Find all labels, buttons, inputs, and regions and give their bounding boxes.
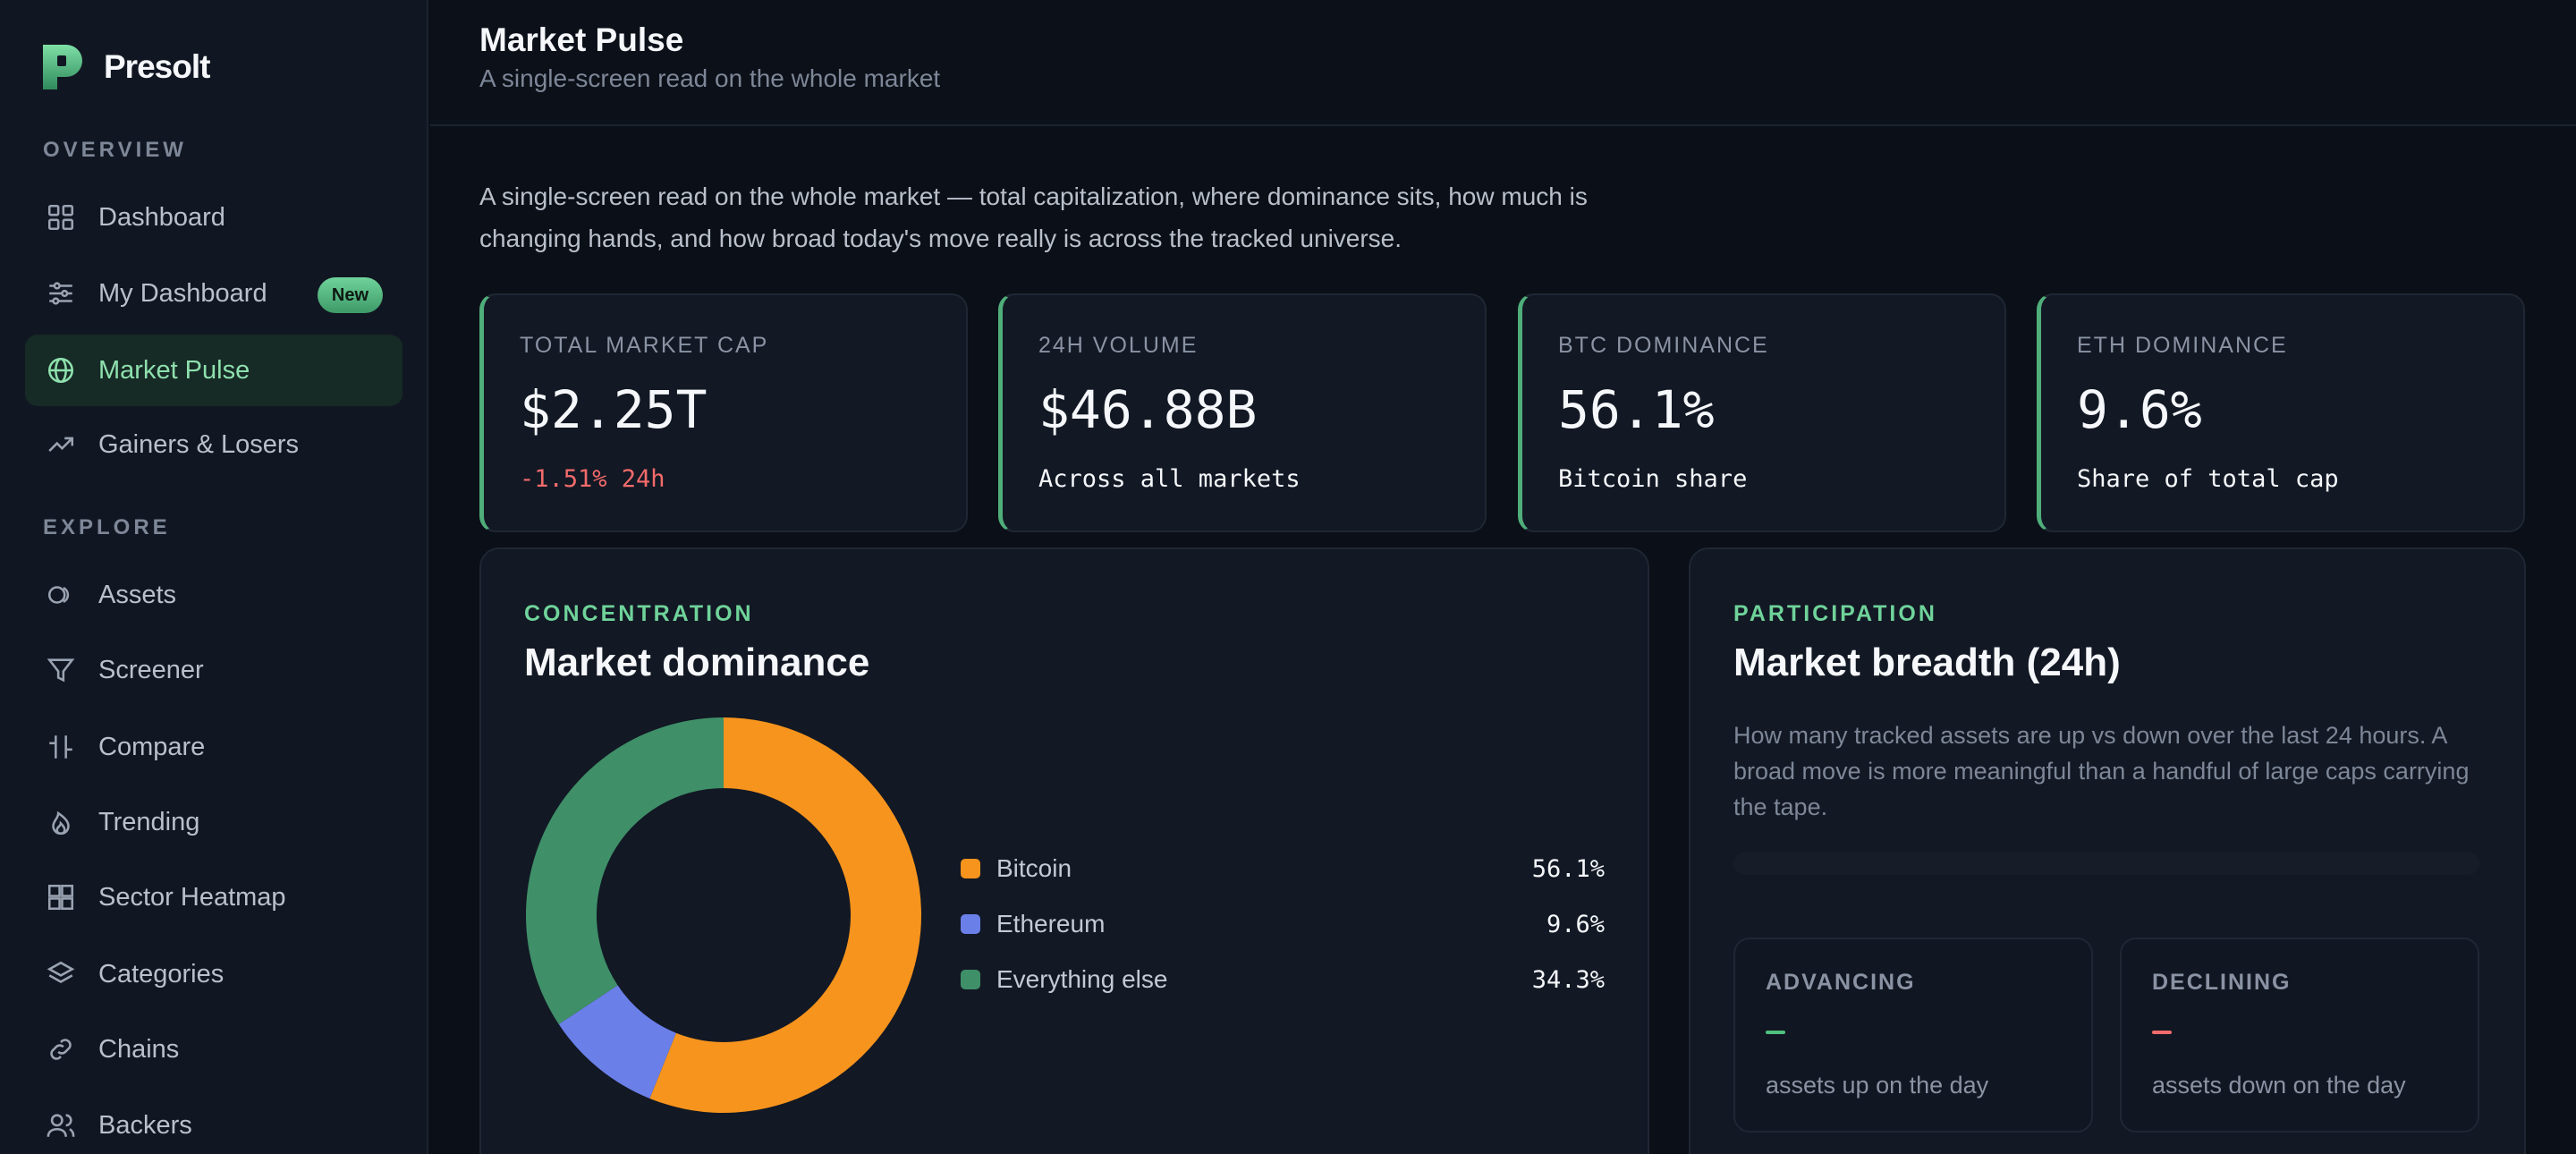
- declining-caption: assets down on the day: [2152, 1072, 2406, 1099]
- globe-icon: [45, 354, 77, 386]
- sidebar-item-categories[interactable]: Categories: [25, 938, 402, 1010]
- nav-section-explore: EXPLORE: [43, 515, 171, 539]
- dominance-title: Market dominance: [524, 641, 870, 684]
- sidebar-item-dashboard[interactable]: Dashboard: [25, 182, 402, 253]
- brand-name: Presolt: [104, 48, 210, 85]
- sidebar-item-label: Assets: [98, 580, 177, 609]
- sidebar-item-label: Market Pulse: [98, 355, 250, 385]
- users-icon: [45, 1109, 77, 1141]
- sidebar-item-label: Compare: [98, 732, 206, 761]
- sidebar-item-sector-heatmap[interactable]: Sector Heatmap: [25, 861, 402, 933]
- breadth-panel: PARTICIPATION Market breadth (24h) How m…: [1689, 547, 2526, 1154]
- kpi-label: ETH DOMINANCE: [2077, 333, 2288, 358]
- grid-icon: [45, 201, 77, 233]
- advancing-value: [1766, 1031, 1785, 1034]
- coins-icon: [45, 579, 77, 611]
- page-subtitle: A single-screen read on the whole market: [479, 64, 941, 92]
- dominance-panel: CONCENTRATION Market dominance Bitcoin 56…: [479, 547, 1649, 1154]
- page-header: Market Pulse A single-screen read on the…: [430, 0, 2576, 126]
- sidebar-item-label: Chains: [98, 1034, 180, 1064]
- legend-value: 34.3%: [1531, 965, 1605, 994]
- kpi-card-market-cap: TOTAL MARKET CAP $2.25T -1.51% 24h: [479, 293, 968, 532]
- compare-icon: [45, 731, 77, 763]
- brand[interactable]: Presolt: [39, 41, 210, 93]
- sidebar-item-label: My Dashboard: [98, 278, 267, 308]
- heatmap-icon: [45, 881, 77, 913]
- breadth-title: Market breadth (24h): [1733, 641, 2121, 684]
- sidebar-item-trending[interactable]: Trending: [25, 786, 402, 858]
- sidebar: Presolt OVERVIEW Dashboard My Dashboard …: [0, 0, 428, 1154]
- sidebar-item-compare[interactable]: Compare: [25, 711, 402, 783]
- donut-slice-everything-else[interactable]: [526, 717, 724, 1024]
- sidebar-item-label: Dashboard: [98, 202, 225, 232]
- advancing-label: ADVANCING: [1766, 970, 1916, 995]
- sliders-icon: [45, 277, 77, 310]
- dominance-legend: Bitcoin 56.1% Ethereum 9.6% Everything else 3…: [961, 841, 1605, 1007]
- sidebar-item-label: Sector Heatmap: [98, 882, 286, 912]
- sidebar-item-backers[interactable]: Backers: [25, 1090, 402, 1154]
- sidebar-item-gainers-losers[interactable]: Gainers & Losers: [25, 409, 402, 480]
- kpi-sub: Bitcoin share: [1558, 465, 1748, 493]
- kpi-value: 9.6%: [2077, 379, 2202, 440]
- brand-logo-icon: [43, 45, 82, 89]
- legend-swatch: [961, 970, 980, 989]
- layers-icon: [45, 958, 77, 990]
- sidebar-item-label: Categories: [98, 959, 225, 989]
- legend-item-bitcoin: Bitcoin 56.1%: [961, 841, 1605, 896]
- sidebar-item-screener[interactable]: Screener: [25, 634, 402, 706]
- kpi-value: 56.1%: [1558, 379, 1715, 440]
- trend-up-icon: [45, 429, 77, 461]
- intro-text: A single-screen read on the whole market…: [479, 182, 1588, 252]
- sidebar-item-my-dashboard[interactable]: My Dashboard New: [25, 258, 402, 329]
- nav-section-overview: OVERVIEW: [43, 138, 187, 162]
- sidebar-item-label: Screener: [98, 655, 204, 684]
- filter-icon: [45, 654, 77, 686]
- breadth-bar: [1733, 852, 2479, 875]
- sidebar-item-label: Trending: [98, 807, 200, 836]
- kpi-value: $46.88B: [1038, 379, 1258, 440]
- flame-icon: [45, 806, 77, 838]
- legend-item-everything-else: Everything else 34.3%: [961, 952, 1605, 1007]
- sidebar-item-label: Backers: [98, 1110, 192, 1140]
- sidebar-item-assets[interactable]: Assets: [25, 559, 402, 631]
- sidebar-item-label: Gainers & Losers: [98, 429, 300, 459]
- legend-value: 56.1%: [1531, 854, 1605, 883]
- breadth-eyebrow: PARTICIPATION: [1733, 601, 1937, 626]
- legend-label: Everything else: [996, 965, 1168, 993]
- kpi-change: -1.51% 24h: [520, 465, 665, 493]
- kpi-label: BTC DOMINANCE: [1558, 333, 1769, 358]
- kpi-label: TOTAL MARKET CAP: [520, 333, 769, 358]
- legend-swatch: [961, 914, 980, 934]
- sidebar-item-chains[interactable]: Chains: [25, 1014, 402, 1085]
- sidebar-item-market-pulse[interactable]: Market Pulse: [25, 335, 402, 406]
- kpi-value: $2.25T: [520, 379, 708, 440]
- link-icon: [45, 1033, 77, 1065]
- page-title: Market Pulse: [479, 21, 684, 58]
- donut-slice-ethereum[interactable]: [558, 985, 676, 1099]
- kpi-card-volume: 24H VOLUME $46.88B Across all markets: [998, 293, 1487, 532]
- dominance-eyebrow: CONCENTRATION: [524, 601, 754, 626]
- kpi-sub: Across all markets: [1038, 465, 1301, 493]
- kpi-label: 24H VOLUME: [1038, 333, 1199, 358]
- breadth-description: How many tracked assets are up vs down o…: [1733, 722, 2470, 820]
- legend-label: Bitcoin: [996, 854, 1072, 882]
- declining-stat: DECLINING assets down on the day: [2120, 938, 2479, 1133]
- legend-value: 9.6%: [1546, 910, 1605, 938]
- advancing-caption: assets up on the day: [1766, 1072, 1989, 1099]
- kpi-card-btc-dominance: BTC DOMINANCE 56.1% Bitcoin share: [1518, 293, 2006, 532]
- legend-swatch: [961, 859, 980, 878]
- donut-slice-bitcoin[interactable]: [649, 717, 921, 1113]
- new-badge: New: [317, 277, 383, 313]
- kpi-sub: Share of total cap: [2077, 465, 2339, 493]
- declining-value: [2152, 1031, 2172, 1034]
- legend-item-ethereum: Ethereum 9.6%: [961, 896, 1605, 952]
- declining-label: DECLINING: [2152, 970, 2292, 995]
- dominance-donut-chart: [526, 717, 921, 1113]
- legend-label: Ethereum: [996, 910, 1106, 938]
- kpi-card-eth-dominance: ETH DOMINANCE 9.6% Share of total cap: [2037, 293, 2525, 532]
- advancing-stat: ADVANCING assets up on the day: [1733, 938, 2093, 1133]
